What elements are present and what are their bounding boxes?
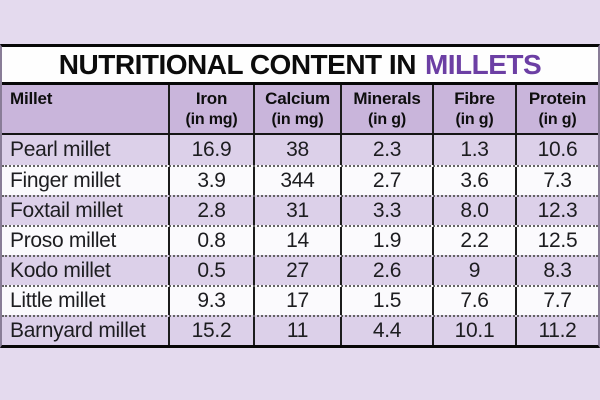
- table-row-barnyard-millet: Barnyard millet 15.2 11 4.4 10.1 11.2: [2, 315, 598, 345]
- iron-value-cell: 16.9: [168, 135, 253, 165]
- calcium-value-cell: 344: [253, 167, 340, 195]
- minerals-value-cell: 1.5: [340, 287, 432, 315]
- calcium-value-cell: 38: [253, 135, 340, 165]
- page-title-accent: MILLETS: [424, 48, 542, 80]
- millet-name-cell: Kodo millet: [10, 259, 111, 282]
- fibre-value-cell: 7.6: [432, 287, 515, 315]
- column-header-unit: (in g): [368, 111, 406, 128]
- column-header-unit: (in g): [455, 111, 494, 128]
- millet-name-cell: Foxtail millet: [10, 199, 123, 222]
- column-header-label: Iron: [195, 89, 228, 108]
- millet-name-cell: Pearl millet: [10, 138, 111, 161]
- column-header-label: Minerals: [353, 89, 421, 108]
- column-header-label: Millet: [10, 89, 53, 108]
- minerals-value-cell: 1.9: [340, 227, 432, 255]
- fibre-value-cell: 2.2: [432, 227, 515, 255]
- calcium-value-cell: 31: [253, 197, 340, 225]
- minerals-value-cell: 2.3: [340, 135, 432, 165]
- table-row-foxtail-millet: Foxtail millet 2.8 31 3.3 8.0 12.3: [2, 195, 598, 225]
- calcium-value-cell: 27: [253, 257, 340, 285]
- calcium-value-cell: 14: [253, 227, 340, 255]
- millet-name-cell: Barnyard millet: [10, 319, 146, 342]
- millet-name-cell: Finger millet: [10, 169, 121, 192]
- calcium-value-cell: 17: [253, 287, 340, 315]
- protein-value-cell: 8.3: [515, 257, 598, 285]
- millet-name-cell: Little millet: [10, 289, 106, 312]
- iron-value-cell: 2.8: [168, 197, 253, 225]
- fibre-value-cell: 8.0: [432, 197, 515, 225]
- title-band: NUTRITIONAL CONTENT IN MILLETS: [2, 47, 598, 85]
- table-header-row: Millet Iron (in mg) Calcium (in mg) Mine…: [2, 85, 598, 135]
- column-header-label: Calcium: [265, 89, 330, 108]
- protein-value-cell: 10.6: [515, 135, 598, 165]
- fibre-value-cell: 3.6: [432, 167, 515, 195]
- table-row-pearl-millet: Pearl millet 16.9 38 2.3 1.3 10.6: [2, 135, 598, 165]
- iron-value-cell: 0.8: [168, 227, 253, 255]
- column-header-label: Fibre: [454, 89, 495, 108]
- column-header-protein: Protein (in g): [515, 85, 598, 133]
- column-header-unit: (in mg): [271, 111, 324, 128]
- iron-value-cell: 9.3: [168, 287, 253, 315]
- protein-value-cell: 11.2: [515, 317, 598, 345]
- minerals-value-cell: 2.7: [340, 167, 432, 195]
- protein-value-cell: 12.5: [515, 227, 598, 255]
- table-row-proso-millet: Proso millet 0.8 14 1.9 2.2 12.5: [2, 225, 598, 255]
- minerals-value-cell: 2.6: [340, 257, 432, 285]
- column-header-unit: (in mg): [185, 111, 238, 128]
- column-header-label: Protein: [528, 89, 587, 108]
- protein-value-cell: 12.3: [515, 197, 598, 225]
- protein-value-cell: 7.3: [515, 167, 598, 195]
- fibre-value-cell: 10.1: [432, 317, 515, 345]
- column-header-unit: (in g): [538, 111, 577, 128]
- table-row-kodo-millet: Kodo millet 0.5 27 2.6 9 8.3: [2, 255, 598, 285]
- protein-value-cell: 7.7: [515, 287, 598, 315]
- column-header-millet: Millet: [2, 85, 168, 133]
- calcium-value-cell: 11: [253, 317, 340, 345]
- minerals-value-cell: 4.4: [340, 317, 432, 345]
- millets-nutrition-table-panel: NUTRITIONAL CONTENT IN MILLETS Millet Ir…: [0, 44, 600, 348]
- fibre-value-cell: 9: [432, 257, 515, 285]
- table-row-finger-millet: Finger millet 3.9 344 2.7 3.6 7.3: [2, 165, 598, 195]
- millet-name-cell: Proso millet: [10, 229, 117, 252]
- iron-value-cell: 15.2: [168, 317, 253, 345]
- iron-value-cell: 0.5: [168, 257, 253, 285]
- table-row-little-millet: Little millet 9.3 17 1.5 7.6 7.7: [2, 285, 598, 315]
- column-header-calcium: Calcium (in mg): [253, 85, 340, 133]
- fibre-value-cell: 1.3: [432, 135, 515, 165]
- page-title: NUTRITIONAL CONTENT IN: [58, 48, 417, 80]
- minerals-value-cell: 3.3: [340, 197, 432, 225]
- column-header-minerals: Minerals (in g): [340, 85, 432, 133]
- column-header-iron: Iron (in mg): [168, 85, 253, 133]
- column-header-fibre: Fibre (in g): [432, 85, 515, 133]
- iron-value-cell: 3.9: [168, 167, 253, 195]
